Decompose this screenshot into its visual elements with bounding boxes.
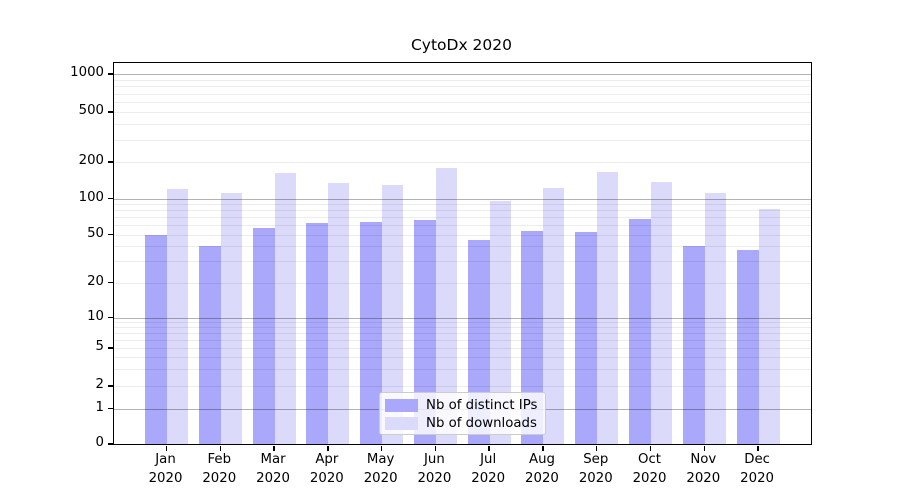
x-tick-label: Aug 2020 [525, 452, 559, 486]
bar-downloads-mar [274, 173, 296, 444]
bar-downloads-apr [328, 183, 350, 444]
bars-layer [114, 63, 811, 444]
x-tick-label: Jul 2020 [471, 452, 506, 486]
x-tick-label: May 2020 [363, 452, 398, 486]
y-tick-mark [108, 407, 113, 410]
chart-title: CytoDx 2020 [410, 36, 513, 54]
x-tick-label: Nov 2020 [686, 452, 721, 486]
bar-distinct-ips-nov [682, 246, 705, 444]
y-tick-mark [108, 385, 113, 387]
bar-downloads-jun [435, 167, 457, 444]
x-tick-label: Oct 2020 [632, 452, 667, 486]
y-tick-mark [108, 161, 113, 163]
bar-downloads-nov [704, 193, 726, 444]
y-tick-mark [108, 233, 113, 236]
bar-distinct-ips-jun [413, 220, 436, 444]
y-tick-label: 20 [87, 273, 104, 289]
x-axis: Jan 2020 Feb 2020 Mar 2020 Apr 2020 May 2020… [113, 450, 810, 492]
y-tick-label: 100 [78, 189, 104, 205]
y-tick-mark [108, 197, 113, 200]
bar-distinct-ips-jan [145, 234, 167, 444]
x-tick-label: Sep 2020 [578, 452, 613, 486]
legend-item-distinct-ips: Nb of distinct IPs [385, 397, 545, 414]
x-tick-label: Mar 2020 [256, 452, 290, 486]
x-tick-label: Feb 2020 [202, 452, 237, 486]
y-tick-label: 10 [87, 308, 104, 324]
y-tick-label: 0 [95, 435, 104, 450]
legend-label-distinct-ips: Nb of distinct IPs [426, 398, 538, 413]
y-tick-mark [108, 316, 113, 319]
y-tick-label: 1 [95, 399, 104, 415]
x-tick-label: Apr 2020 [309, 452, 344, 486]
y-tick-mark [108, 111, 113, 113]
bar-distinct-ips-dec [736, 250, 759, 444]
bar-distinct-ips-may [360, 221, 383, 444]
y-tick-label: 500 [78, 103, 104, 118]
bar-distinct-ips-feb [198, 246, 221, 444]
bar-distinct-ips-apr [306, 222, 329, 444]
x-tick-label: Dec 2020 [740, 452, 774, 486]
x-tick-label: Jun 2020 [417, 452, 452, 486]
bar-distinct-ips-oct [629, 218, 652, 444]
bar-downloads-sep [597, 172, 619, 444]
y-axis: 0 1 2 5 10 20 50 100 200 500 1000 [0, 62, 104, 450]
bar-distinct-ips-mar [252, 227, 275, 444]
y-tick-label: 50 [87, 225, 104, 241]
y-tick-label: 200 [78, 153, 104, 168]
plot-area: Nb of distinct IPs Nb of downloads [108, 62, 812, 451]
y-tick-label: 2 [95, 377, 104, 392]
y-tick-mark [108, 443, 113, 445]
bar-downloads-jan [167, 188, 188, 444]
bar-downloads-feb [220, 193, 242, 444]
y-tick-mark [108, 347, 113, 349]
y-tick-label: 1000 [70, 65, 104, 80]
y-tick-label: 5 [95, 339, 104, 354]
bar-distinct-ips-sep [575, 232, 598, 444]
legend-item-downloads: Nb of downloads [385, 415, 545, 432]
bar-downloads-may [382, 185, 404, 444]
legend-swatch-distinct-ips [385, 399, 418, 412]
bar-downloads-jul [489, 201, 511, 444]
bar-distinct-ips-aug [521, 230, 544, 444]
bar-downloads-aug [543, 187, 565, 444]
bar-downloads-dec [758, 208, 780, 444]
y-tick-mark [108, 73, 113, 75]
bar-downloads-oct [651, 182, 673, 444]
legend: Nb of distinct IPs Nb of downloads [379, 392, 546, 435]
legend-swatch-downloads [385, 417, 418, 430]
legend-label-downloads: Nb of downloads [426, 416, 537, 431]
x-tick-label: Jan 2020 [148, 452, 183, 486]
y-tick-mark [108, 281, 113, 284]
